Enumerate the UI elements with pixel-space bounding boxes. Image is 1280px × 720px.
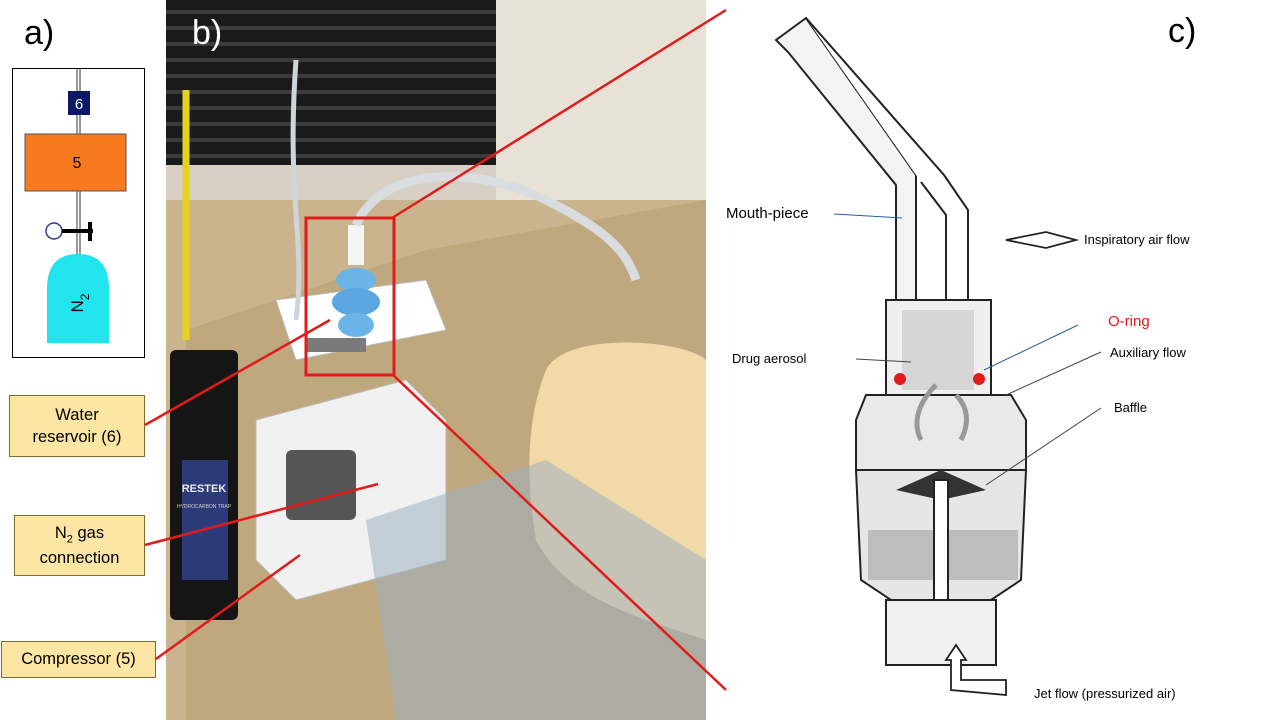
label-auxiliary: Auxiliary flow: [1110, 345, 1186, 360]
callout-water-reservoir: Water reservoir (6): [9, 395, 145, 457]
trap-sublabel: HYDROCARBON TRAP: [177, 504, 232, 510]
label-jet-flow: Jet flow (pressurized air): [1034, 686, 1176, 701]
callout-water-line2: reservoir (6): [32, 428, 122, 446]
label-oring: O-ring: [1108, 313, 1150, 330]
callout-compressor-text: Compressor (5): [21, 650, 136, 669]
gas-label: N2: [68, 293, 92, 312]
schematic-panel: 6 5 N2: [12, 68, 145, 358]
reservoir-number: 6: [75, 96, 83, 113]
setup-photo: RESTEK HYDROCARBON TRAP: [166, 0, 706, 720]
valve-knob: [45, 222, 63, 240]
label-mouthpiece: Mouth-piece: [726, 205, 809, 222]
trap-label: RESTEK: [182, 483, 227, 495]
label-baffle: Baffle: [1114, 400, 1148, 415]
label-drug-aerosol: Drug aerosol: [732, 351, 807, 366]
panel-label-a: a): [24, 14, 55, 52]
callout-n2-line1: N2 gas: [54, 523, 105, 546]
label-inspiratory: Inspiratory air flow: [1084, 232, 1190, 247]
panel-label-c: c): [1168, 12, 1197, 50]
schematic-drawing: 6 5 N2: [24, 69, 127, 343]
nebulizer-cross-section: [774, 16, 1102, 696]
mouthpiece-tube: [348, 225, 364, 265]
compressor-number: 5: [73, 155, 82, 172]
gas-cylinder: [47, 254, 109, 343]
callout-n2-connection: N2 gas connection: [14, 515, 145, 576]
compressor-block: [24, 133, 127, 192]
callout-water-line1: Water: [55, 405, 99, 424]
jet-flow-arrow: [944, 643, 1007, 696]
callout-n2-line2: connection: [39, 548, 120, 567]
panel-label-b: b): [192, 14, 223, 52]
reservoir-block: [68, 91, 90, 115]
o-ring-right: [973, 373, 985, 385]
highlight-box: [304, 216, 396, 377]
callout-compressor: Compressor (5): [1, 641, 156, 678]
nebulizer: [338, 313, 374, 337]
o-ring-left: [894, 373, 906, 385]
inspiratory-arrow: [1005, 231, 1080, 249]
